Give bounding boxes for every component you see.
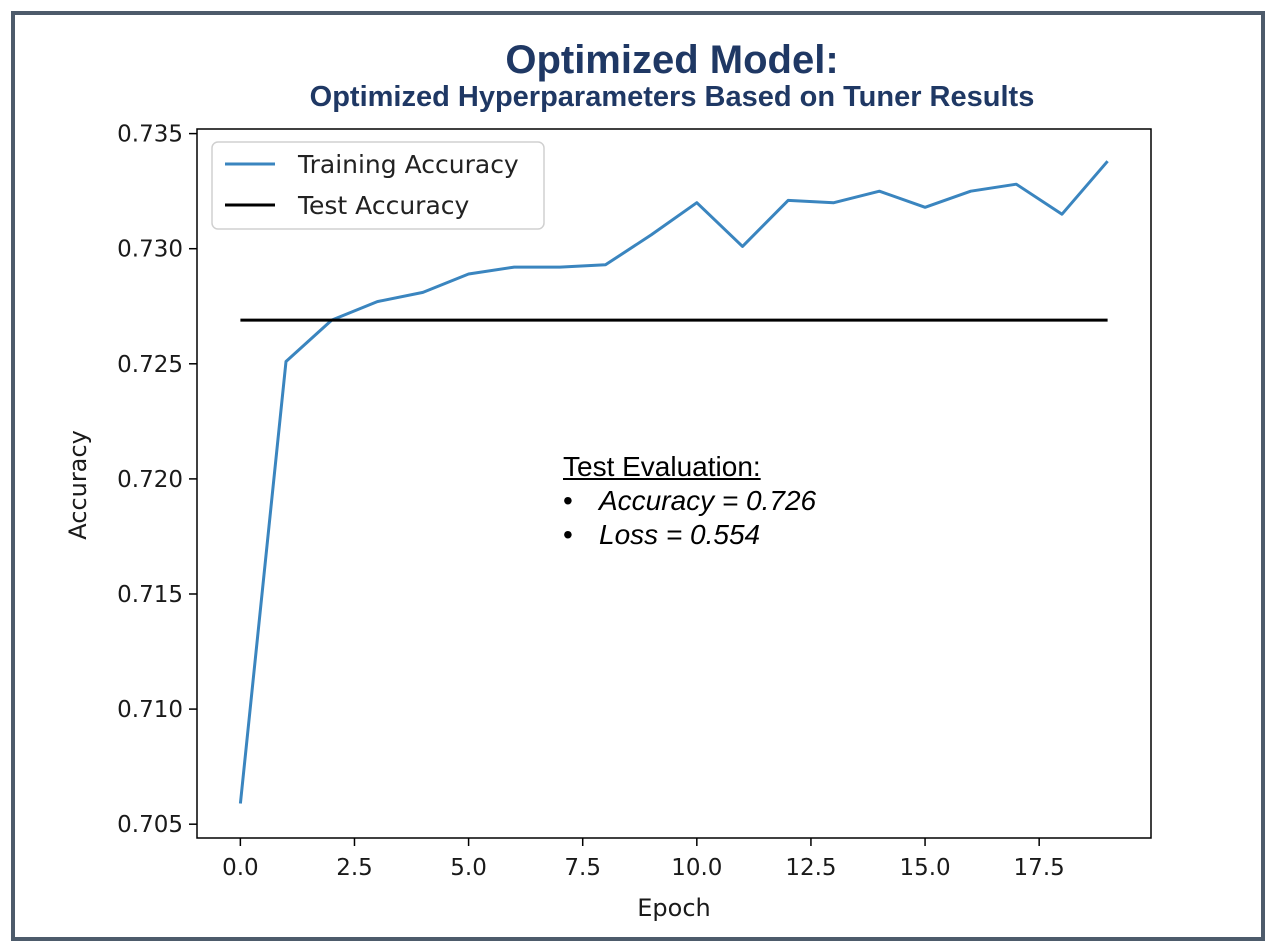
y-axis-label: Accuracy [64,430,92,540]
chart-title: Optimized Model: [505,38,839,82]
x-tick-label: 12.5 [785,855,836,881]
y-tick-label: 0.715 [117,582,183,608]
x-tick-label: 15.0 [899,855,950,881]
x-tick-label: 7.5 [564,855,601,881]
bullet-icon: • [563,485,573,516]
legend: Training Accuracy Test Accuracy [211,141,545,230]
x-tick-label: 10.0 [671,855,722,881]
note-loss-text: Loss = 0.554 [599,519,761,550]
plot-area [196,128,1152,839]
note-title: Test Evaluation: [563,451,761,482]
y-tick-label: 0.735 [117,122,183,148]
training-accuracy-line [238,160,1109,804]
legend-box [211,141,545,230]
y-tick-label: 0.730 [117,237,183,263]
x-tick-label: 17.5 [1014,855,1065,881]
bullet-icon: • [563,519,573,550]
x-tick-label: 2.5 [336,855,373,881]
x-tick-label: 0.0 [222,855,259,881]
note-accuracy-text: Accuracy = 0.726 [599,485,817,516]
x-tick-label: 5.0 [450,855,487,881]
note-item-loss: • Loss = 0.554 [563,518,816,552]
test-evaluation-note: Test Evaluation: • Accuracy = 0.726 • Loss… [563,450,816,552]
y-tick-label: 0.710 [117,697,183,723]
x-axis: 0.0 2.5 5.0 7.5 10.0 12.5 15.0 17.5 [222,838,1065,881]
y-axis: 0.705 0.710 0.715 0.720 0.725 0.730 0.735 [117,122,197,838]
legend-label-training: Training Accuracy [297,150,519,179]
note-item-accuracy: • Accuracy = 0.726 [563,484,816,518]
y-tick-label: 0.705 [117,812,183,838]
legend-label-test: Test Accuracy [297,191,470,220]
x-axis-label: Epoch [637,894,711,922]
y-tick-label: 0.720 [117,467,183,493]
series-layer [238,160,1109,804]
y-tick-label: 0.725 [117,352,183,378]
chart-subtitle: Optimized Hyperparameters Based on Tuner… [309,81,1035,113]
